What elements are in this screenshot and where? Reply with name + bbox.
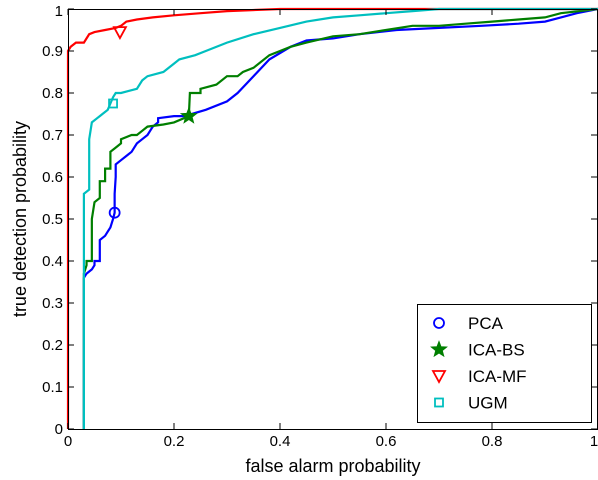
y-tick-label: 0.6 — [42, 169, 63, 186]
series-line-ica-bs — [82, 7, 598, 429]
x-tick-label: 0.2 — [164, 433, 185, 450]
x-axis-label: false alarm probability — [245, 456, 420, 476]
legend-label-ica-bs: ICA-BS — [468, 341, 525, 360]
y-tick-label: 0.8 — [42, 85, 63, 102]
y-tick-label: 0.1 — [42, 379, 63, 396]
y-axis-label: true detection probability — [10, 121, 30, 317]
y-tick-label: 0.4 — [42, 253, 63, 270]
series-marker-ugm — [108, 98, 118, 109]
y-tick-label: 0.5 — [42, 211, 63, 228]
x-tick-label: 1 — [590, 433, 598, 450]
legend-marker-ica-mf — [431, 370, 447, 384]
x-tick-label: 0.8 — [482, 433, 503, 450]
legend-label-ugm: UGM — [468, 394, 508, 413]
series-marker-ica-bs — [179, 106, 198, 124]
y-tick-label: 0.3 — [42, 295, 63, 312]
series-line-pca — [82, 7, 598, 429]
legend-box — [417, 304, 592, 423]
series-marker-ica-mf — [112, 26, 128, 40]
x-tick-label: 0.6 — [376, 433, 397, 450]
x-tick-label: 0 — [64, 433, 72, 450]
legend-label-pca: PCA — [468, 314, 504, 333]
x-tick-label: 0.4 — [270, 433, 291, 450]
series-marker-pca — [108, 206, 121, 219]
y-tick-label: 0.2 — [42, 337, 63, 354]
markers-layer — [108, 26, 198, 219]
legend-marker-pca — [433, 317, 445, 329]
legend-label-ica-mf: ICA-MF — [468, 367, 527, 386]
legend-marker-ugm — [434, 397, 444, 408]
y-tick-label: 1 — [55, 3, 63, 20]
series-line-ugm — [82, 7, 598, 429]
ticks-layer: 0 0.2 0.4 0.6 0.8 1 0 0.1 0.2 0.3 0.4 0.5 0.6 0.7 0.8 0… — [42, 3, 598, 450]
legend-marker-ica-bs — [430, 340, 448, 358]
y-tick-label: 0.7 — [42, 127, 63, 144]
y-tick-label: 0.9 — [42, 43, 63, 60]
legend: PCA ICA-BS ICA-MF UGM — [417, 304, 592, 423]
y-tick-label: 0 — [55, 421, 63, 438]
